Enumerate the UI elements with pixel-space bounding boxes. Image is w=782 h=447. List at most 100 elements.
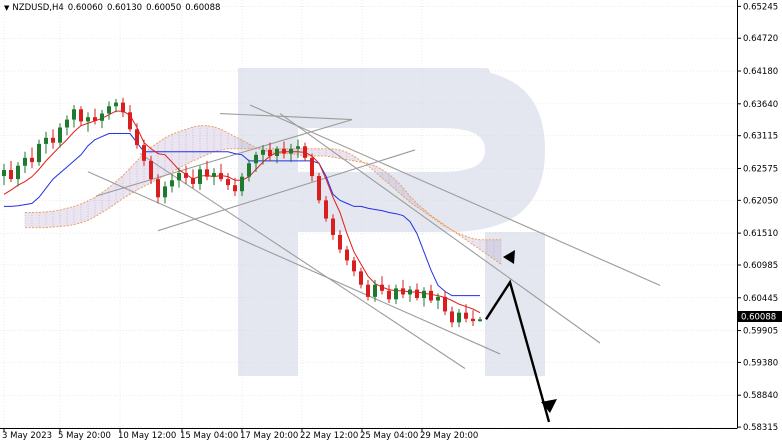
- candle-body: [261, 149, 265, 155]
- kijun-line: [4, 133, 480, 297]
- trend-line: [95, 119, 353, 197]
- candle-body: [443, 296, 447, 312]
- x-tick-label: 3 May 2023: [2, 431, 52, 441]
- candle-body: [450, 311, 454, 323]
- candle-body: [226, 179, 230, 186]
- trend-line: [87, 171, 501, 355]
- candle-body: [44, 137, 48, 144]
- candle-body: [72, 109, 76, 120]
- candle-body: [310, 157, 314, 177]
- x-tick-label: 5 May 20:00: [58, 431, 111, 441]
- forecast-arrow: [484, 250, 557, 423]
- candle-body: [331, 218, 335, 235]
- y-tick-label: 0.60985: [743, 261, 778, 271]
- candle-body: [233, 185, 237, 192]
- candle-body: [149, 160, 153, 180]
- candle-body: [177, 173, 181, 181]
- candle-body: [128, 112, 132, 130]
- candle-body: [37, 143, 41, 163]
- triangle-down-icon: ▼: [4, 4, 10, 12]
- candle-body: [100, 113, 104, 121]
- candle-body: [240, 176, 244, 192]
- candle-body: [415, 289, 419, 299]
- candle-body: [464, 312, 468, 319]
- candle-body: [142, 145, 146, 161]
- candle-body: [9, 169, 13, 180]
- candle-body: [457, 312, 461, 323]
- x-axis-labels: 3 May 2023 5 May 20:00 10 May 12:00 15 May …: [2, 428, 478, 441]
- candle-body: [30, 157, 34, 163]
- current-price-label: 0.60088: [741, 313, 776, 323]
- candle-body: [23, 157, 27, 166]
- candle-body: [338, 234, 342, 250]
- candle-body: [317, 176, 321, 201]
- candle-body: [268, 149, 272, 157]
- y-tick-label: 0.65245: [743, 2, 778, 12]
- close-value: 0.60088: [185, 3, 221, 13]
- y-tick-label: 0.64720: [743, 34, 778, 44]
- y-tick-label: 0.61510: [743, 229, 778, 239]
- x-tick-label: 22 May 12:00: [300, 431, 358, 441]
- candle-body: [275, 148, 279, 157]
- candle-body: [247, 163, 251, 177]
- y-axis-labels: 0.65245 0.64720 0.64180 0.63640 0.63115 0.625…: [737, 2, 778, 433]
- candle-body: [436, 296, 440, 301]
- high-value: 0.60130: [106, 3, 143, 13]
- candle-body: [352, 260, 356, 272]
- candle-body: [184, 173, 188, 178]
- y-tick-label: 0.59905: [743, 327, 778, 337]
- candle-body: [471, 318, 475, 322]
- candle-body: [205, 169, 209, 177]
- trend-line: [249, 104, 661, 286]
- y-tick-label: 0.58315: [743, 423, 778, 433]
- candle-body: [345, 249, 349, 261]
- y-tick-label: 0.60445: [743, 294, 778, 304]
- candle-body: [163, 186, 167, 198]
- candles: [2, 97, 482, 328]
- candle-body: [79, 109, 83, 122]
- symbol-label: NZDUSD,H4: [12, 3, 64, 13]
- candle-body: [296, 146, 300, 149]
- x-tick-label: 25 May 04:00: [360, 431, 418, 441]
- chart-header: ▼ NZDUSD,H4 0.60060 0.60130 0.60050 0.60088: [4, 3, 220, 13]
- y-tick-label: 0.64180: [743, 67, 778, 77]
- candle-body: [191, 177, 195, 184]
- y-tick-label: 0.62575: [743, 164, 778, 174]
- candle-body: [121, 102, 125, 113]
- candle-body: [219, 173, 223, 180]
- trend-line: [139, 153, 466, 369]
- candle-body: [212, 173, 216, 177]
- trend-line: [219, 112, 353, 121]
- forecast-path: [484, 279, 551, 423]
- candle-body: [107, 106, 111, 114]
- trend-line: [279, 113, 601, 344]
- candle-body: [58, 127, 62, 143]
- candle-body: [401, 288, 405, 295]
- low-value: 0.60050: [146, 3, 182, 13]
- candle-body: [65, 119, 69, 128]
- trend-line: [157, 149, 416, 232]
- candle-body: [282, 148, 286, 154]
- x-tick-label: 15 May 04:00: [180, 431, 238, 441]
- candle-body: [408, 289, 412, 295]
- y-tick-label: 0.62050: [743, 196, 778, 206]
- candle-body: [198, 169, 202, 184]
- candle-body: [422, 290, 426, 299]
- candle-body: [114, 102, 118, 107]
- candle-body: [478, 319, 482, 322]
- arrow-down-head: [541, 399, 557, 413]
- y-tick-label: 0.59380: [743, 358, 778, 368]
- candle-body: [93, 117, 97, 121]
- candle-body: [366, 284, 370, 297]
- candle-body: [324, 200, 328, 219]
- x-tick-label: 29 May 20:00: [420, 431, 478, 441]
- candle-body: [394, 288, 398, 300]
- y-tick-label: 0.63640: [743, 100, 778, 110]
- arrow-up-head: [503, 250, 515, 264]
- candle-body: [380, 284, 384, 291]
- candle-body: [156, 179, 160, 198]
- current-price-tag: 0.60088: [738, 311, 782, 323]
- x-tick-label: 17 May 20:00: [240, 431, 298, 441]
